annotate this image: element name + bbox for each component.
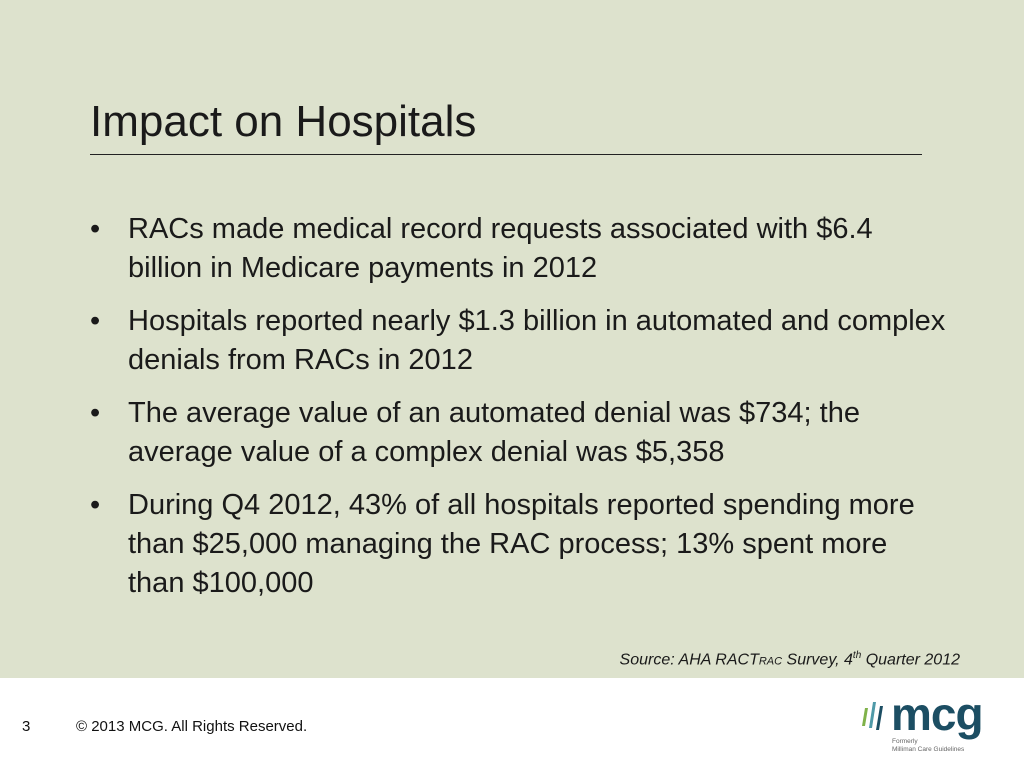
slide-title: Impact on Hospitals [90, 97, 477, 146]
logo-subtitle: Formerly Milliman Care Guidelines [892, 738, 964, 754]
copyright-notice: © 2013 MCG. All Rights Reserved. [76, 718, 308, 735]
bullet-item: • The average value of an automated deni… [86, 394, 946, 472]
logo-mark-icon [862, 702, 883, 730]
bullet-item: • During Q4 2012, 43% of all hospitals r… [86, 486, 946, 603]
bullet-text: During Q4 2012, 43% of all hospitals rep… [128, 489, 915, 599]
logo-subtitle-line2: Milliman Care Guidelines [892, 746, 965, 753]
bullet-text: Hospitals reported nearly $1.3 billion i… [128, 305, 946, 376]
bullet-list: • RACs made medical record requests asso… [86, 210, 946, 617]
bullet-text: RACs made medical record requests associ… [128, 213, 873, 284]
bullet-item: • Hospitals reported nearly $1.3 billion… [86, 302, 946, 380]
bullet-dot-icon: • [90, 213, 101, 245]
bullet-item: • RACs made medical record requests asso… [86, 210, 946, 288]
logo-subtitle-line1: Formerly [892, 738, 918, 745]
bullet-dot-icon: • [90, 305, 101, 337]
source-citation: Source: AHA RACTRAC Survey, 4th Quarter … [620, 650, 960, 669]
slide-content: Impact on Hospitals • RACs made medical … [0, 0, 1024, 678]
source-suffix: Quarter 2012 [861, 651, 960, 669]
bullet-dot-icon: • [90, 489, 101, 521]
source-middle: Survey, 4 [782, 651, 853, 669]
source-prefix: Source: AHA RACT [619, 651, 759, 669]
bullet-dot-icon: • [90, 397, 101, 429]
bullet-text: The average value of an automated denial… [128, 397, 860, 468]
source-smallcaps: RAC [758, 655, 783, 668]
logo-wordmark: mcg [891, 688, 984, 740]
mcg-logo: mcg Formerly Milliman Care Guidelines [858, 688, 1006, 760]
title-divider [90, 154, 922, 155]
page-number: 3 [22, 718, 31, 735]
source-superscript: th [852, 650, 862, 661]
